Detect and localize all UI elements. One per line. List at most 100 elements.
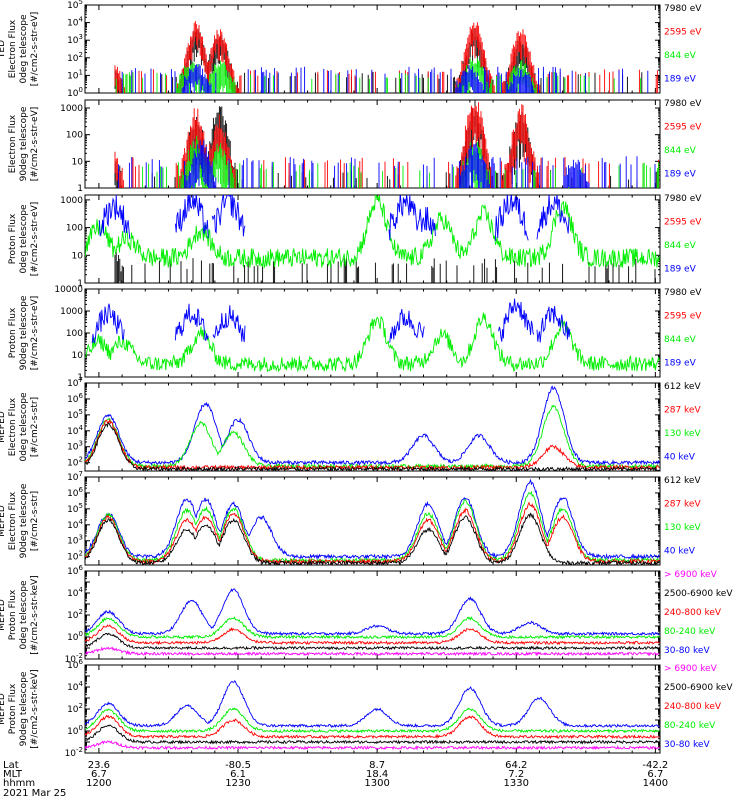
series-group	[85, 298, 660, 373]
legend-entry: 2595 eV	[664, 28, 702, 38]
y-tick-label: 102	[67, 550, 83, 563]
y-axis-label: Proton Flux0deg telescope[#/cm2-s-str-eV…	[8, 202, 40, 277]
y-tick-label: 106	[67, 564, 83, 577]
y-tick-label: 1000	[60, 307, 83, 317]
series-line-blue	[91, 298, 571, 344]
legend-entry: 2595 eV	[664, 123, 702, 133]
series-group	[85, 680, 660, 751]
series-line-green	[85, 490, 660, 564]
date-label: 2021 Mar 25	[3, 788, 66, 799]
y-tick-label: 104	[67, 16, 83, 29]
series-spikes-blue	[118, 140, 656, 188]
mlt-tick-label: 6.7	[91, 769, 107, 780]
legend-entry: 287 keV	[664, 500, 701, 510]
series-line-magenta	[85, 740, 660, 751]
legend-entry: 612 keV	[664, 382, 701, 392]
legend-entry: 2500-6900 keV	[664, 589, 733, 599]
series-line-green	[85, 616, 660, 640]
panel-3: 1 10 100 1000 Proton Flux0deg telescope[#/cm…	[8, 194, 702, 289]
y-tick-label: 10-2	[65, 746, 83, 759]
y-axis-label: Proton Flux90deg telescope[#/cm2-s-str-e…	[8, 295, 40, 370]
legend-entry: 7980 eV	[664, 4, 702, 14]
legend-entry: 80-240 keV	[664, 627, 716, 637]
lat-tick-label: -42.2	[642, 760, 668, 771]
legend-entry: 130 keV	[664, 429, 701, 439]
series-line-green	[85, 404, 660, 470]
mlt-tick-label: 6.7	[647, 769, 663, 780]
hhmm-row-label: hhmm	[3, 778, 35, 789]
mlt-tick-label: 6.1	[230, 769, 246, 780]
y-tick-label: 103	[67, 440, 83, 453]
y-axis-label: TEDElectron Flux0deg telescope[#/cm2-s-s…	[0, 12, 40, 87]
y-tick-label: 106	[67, 658, 83, 671]
y-tick-label: 106	[67, 392, 83, 405]
panel-6: 102 103 104 105 106 107 MEPEDElectron Flux90de…	[0, 470, 701, 566]
lat-tick-label: -80.5	[225, 760, 251, 771]
panel-8: 10-2 100 102 104 106 MEPEDProton Flux90deg te…	[0, 658, 733, 759]
legend-entry: 844 eV	[664, 146, 697, 156]
y-axis-label: MEPEDElectron Flux0deg telescope[#/cm2-s…	[0, 392, 40, 462]
mlt-row-label: MLT	[3, 769, 23, 780]
series-line-green	[85, 195, 660, 270]
series-group	[114, 21, 658, 93]
hhmm-tick-label: 1400	[643, 778, 668, 789]
series-spikes-blue	[121, 64, 649, 93]
legend-entry: 7980 eV	[664, 194, 702, 204]
mlt-tick-label: 7.2	[508, 769, 524, 780]
legend-entry: 189 eV	[664, 170, 697, 180]
series-group	[85, 385, 660, 471]
series-group	[85, 588, 660, 657]
y-axis-label: MEPEDProton Flux90deg telescope[#/cm2-s-…	[0, 669, 40, 748]
hhmm-tick-label: 1300	[364, 778, 389, 789]
panel-2: 1 10 100 1000 Electron Flux90deg telescope[#…	[8, 99, 702, 194]
y-axis-label: MEPEDProton Flux0deg telescope[#/cm2-s-s…	[0, 575, 40, 654]
y-tick-label: 101	[67, 68, 83, 81]
legend-entry: 240-800 keV	[664, 608, 722, 618]
legend-entry: 844 eV	[664, 241, 697, 251]
series-line-red	[85, 624, 660, 646]
y-tick-label: 1	[77, 373, 83, 383]
y-tick-label: 107	[67, 470, 83, 483]
series-group	[114, 100, 660, 188]
y-tick-label: 1000	[60, 196, 83, 206]
legend-entry: 30-80 keV	[664, 740, 710, 750]
legend-entry: 844 eV	[664, 51, 697, 61]
y-tick-label: 100	[67, 630, 83, 643]
y-tick-label: 102	[67, 456, 83, 469]
series-spikes-black	[114, 251, 656, 283]
y-tick-label: 1	[77, 184, 83, 194]
y-tick-label: 102	[67, 608, 83, 621]
y-tick-label: 100	[66, 131, 83, 141]
lat-tick-label: 64.2	[505, 760, 527, 771]
legend-entry: 844 eV	[664, 335, 697, 345]
legend-entry: 2500-6900 keV	[664, 683, 733, 693]
y-tick-label: 104	[67, 424, 83, 437]
legend-entry: 189 eV	[664, 359, 697, 369]
y-tick-label: 102	[67, 702, 83, 715]
panel-4: 1 10 100 1000 10000 Proton Flux90deg telescop…	[8, 285, 702, 383]
series-line-blue	[85, 680, 660, 729]
lat-tick-label: 23.6	[88, 760, 110, 771]
y-tick-label: 100	[66, 329, 83, 339]
y-axis-label: MEPEDElectron Flux90deg telescope[#/cm2-…	[0, 483, 40, 558]
y-tick-label: 106	[67, 486, 83, 499]
y-tick-label: 100	[66, 224, 83, 234]
y-tick-label: 1	[77, 279, 83, 289]
y-tick-label: 1000	[60, 104, 83, 114]
series-line-black	[85, 724, 660, 745]
panel-1: 100 101 102 103 104 105 TEDElectron Flux0deg t…	[0, 0, 702, 99]
y-tick-label: 104	[67, 680, 83, 693]
x-axis-footer: Lat MLT hhmm 2021 Mar 25 23.66.71200-80.…	[3, 760, 668, 799]
legend-entry: 40 keV	[664, 453, 696, 463]
y-tick-label: 103	[67, 534, 83, 547]
series-line-green	[85, 707, 660, 734]
hhmm-tick-label: 1230	[225, 778, 250, 789]
lat-tick-label: 8.7	[369, 760, 385, 771]
panel-frame	[84, 99, 661, 189]
legend-entry: > 6900 keV	[664, 664, 718, 674]
y-tick-label: 102	[67, 51, 83, 64]
series-line-black	[85, 632, 660, 651]
y-tick-label: 105	[67, 408, 83, 421]
panel-5: 102 103 104 105 106 107 MEPEDElectron Flux0deg…	[0, 376, 701, 472]
